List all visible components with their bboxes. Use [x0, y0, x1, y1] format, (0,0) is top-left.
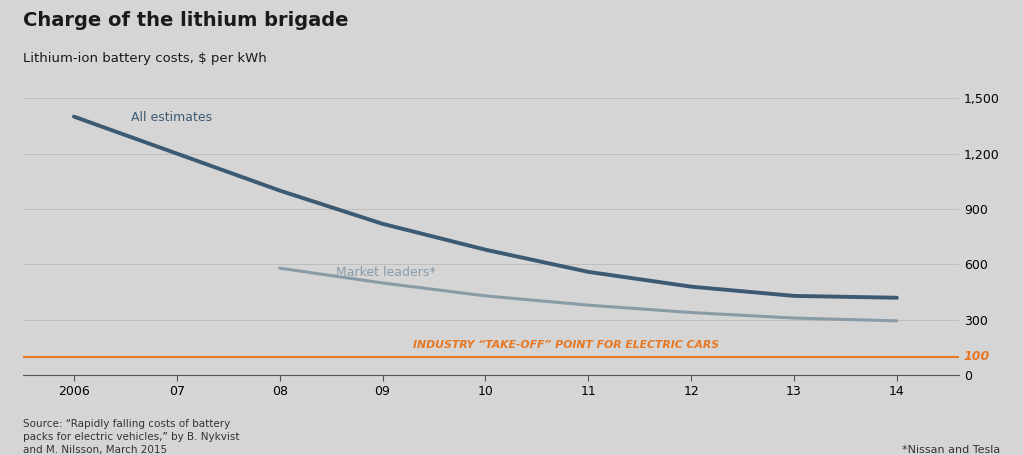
- Text: All estimates: All estimates: [131, 111, 212, 124]
- Text: Market leaders*: Market leaders*: [337, 266, 436, 279]
- Text: INDUSTRY “TAKE-OFF” POINT FOR ELECTRIC CARS: INDUSTRY “TAKE-OFF” POINT FOR ELECTRIC C…: [413, 340, 719, 350]
- Text: Charge of the lithium brigade: Charge of the lithium brigade: [23, 11, 348, 30]
- Text: *Nissan and Tesla: *Nissan and Tesla: [902, 445, 1000, 455]
- Text: 100: 100: [964, 350, 990, 364]
- Text: Lithium-ion battery costs, $ per kWh: Lithium-ion battery costs, $ per kWh: [23, 52, 266, 66]
- Text: Source: “Rapidly falling costs of battery
packs for electric vehicles,” by B. Ny: Source: “Rapidly falling costs of batter…: [23, 419, 239, 455]
